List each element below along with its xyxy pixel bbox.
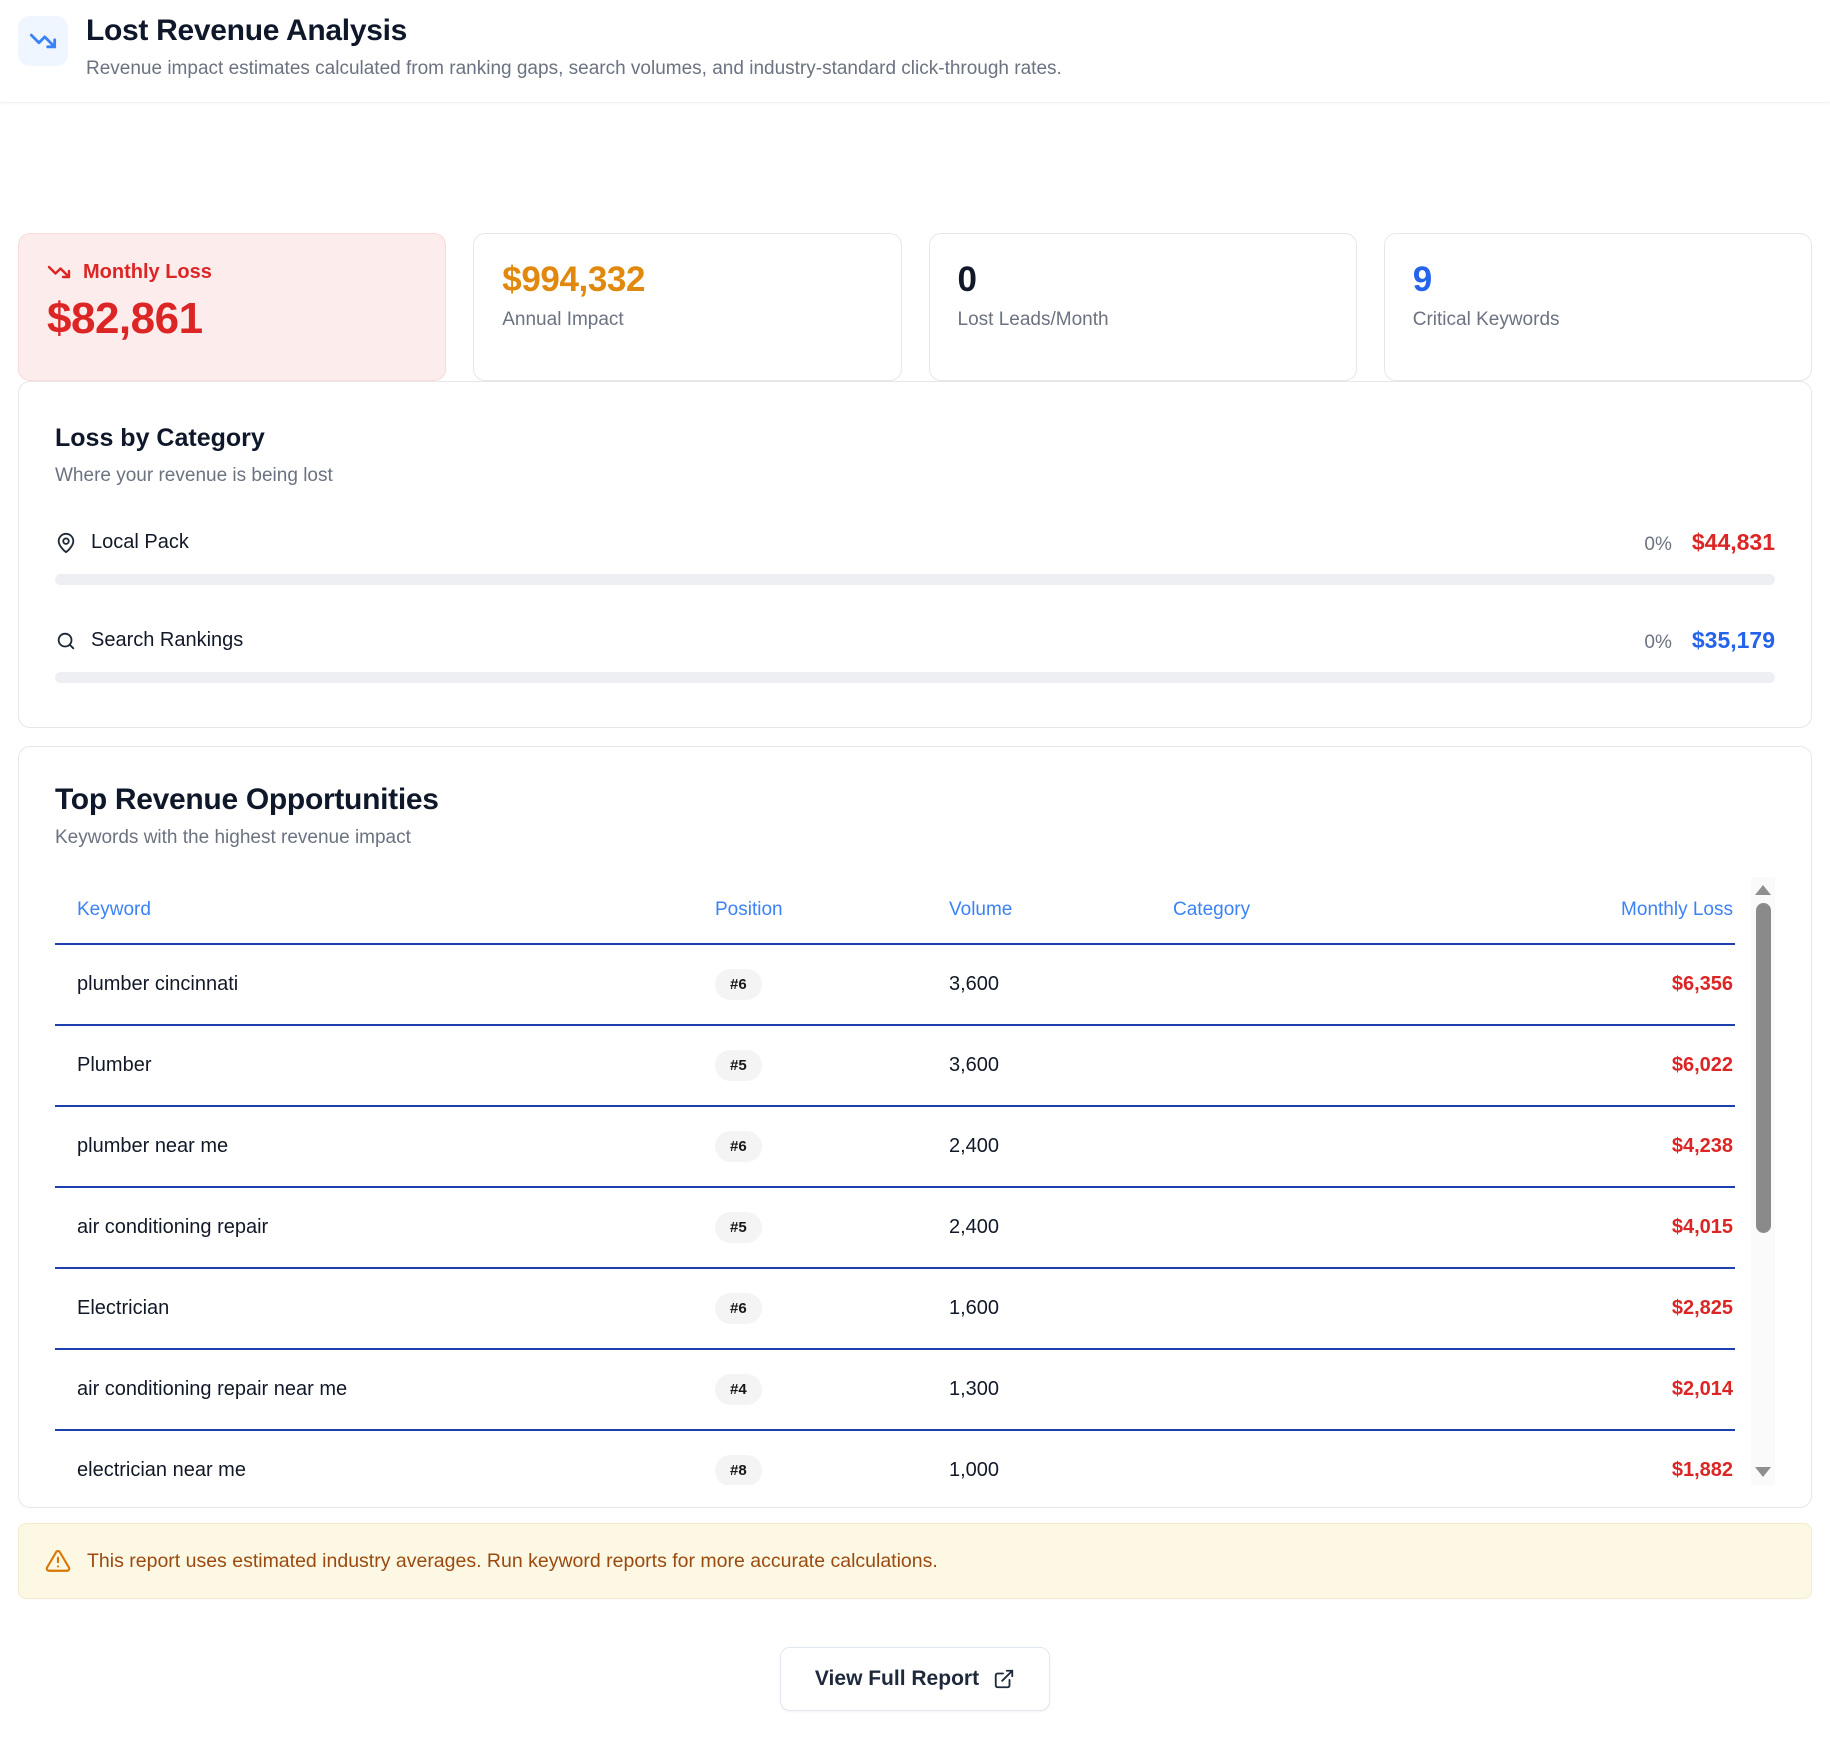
table-header-row: Keyword Position Volume Category Monthly… [55,877,1735,945]
position-badge: #5 [715,1212,762,1243]
position-badge: #4 [715,1374,762,1405]
monthly-loss-cell: $4,238 [1491,1135,1733,1158]
annual-impact-value: $994,332 [502,260,872,300]
stat-card-monthly-loss: Monthly Loss $82,861 [18,233,446,381]
volume-cell: 1,600 [949,1297,1173,1320]
category-label: Local Pack [91,531,189,554]
keyword-cell: electrician near me [77,1459,715,1482]
volume-cell: 3,600 [949,1054,1173,1077]
loss-by-category-subtitle: Where your revenue is being lost [55,465,1775,487]
search-rankings-progress-bar [55,672,1775,683]
volume-cell: 1,300 [949,1378,1173,1401]
opportunities-title: Top Revenue Opportunities [55,783,1775,817]
position-badge: #8 [715,1455,762,1485]
local-pack-progress-bar [55,574,1775,585]
opportunities-table: Keyword Position Volume Category Monthly… [55,877,1775,1485]
annual-impact-label: Annual Impact [502,309,872,331]
keyword-cell: Plumber [77,1054,715,1077]
column-header-category[interactable]: Category [1173,899,1491,921]
page-subtitle: Revenue impact estimates calculated from… [86,58,1062,80]
map-pin-icon [55,532,77,554]
monthly-loss-cell: $2,014 [1491,1378,1733,1401]
notice-text: This report uses estimated industry aver… [87,1550,938,1573]
lost-revenue-analysis-page: Lost Revenue Analysis Revenue impact est… [0,0,1830,1750]
monthly-loss-cell: $2,825 [1491,1297,1733,1320]
volume-cell: 1,000 [949,1459,1173,1482]
volume-cell: 3,600 [949,973,1173,996]
scrollbar-up-arrow-icon[interactable] [1755,885,1771,895]
monthly-loss-cell: $1,882 [1491,1459,1733,1482]
search-icon [55,630,77,652]
monthly-loss-label: Monthly Loss [83,261,212,284]
scrollbar-thumb[interactable] [1756,903,1771,1233]
top-revenue-opportunities-card: Top Revenue Opportunities Keywords with … [18,746,1812,1508]
monthly-loss-value: $82,861 [47,294,417,344]
trending-down-icon [47,260,71,284]
table-row[interactable]: air conditioning repair #5 2,400 $4,015 [55,1188,1735,1269]
position-badge: #6 [715,969,762,1000]
table-row[interactable]: plumber cincinnati #6 3,600 $6,356 [55,945,1735,1026]
estimate-notice-banner: This report uses estimated industry aver… [18,1523,1812,1599]
monthly-loss-label-row: Monthly Loss [47,260,417,284]
opportunities-subtitle: Keywords with the highest revenue impact [55,827,1775,849]
table-row[interactable]: Plumber #5 3,600 $6,022 [55,1026,1735,1107]
view-full-report-label: View Full Report [815,1667,979,1691]
position-badge: #6 [715,1131,762,1162]
loss-by-category-title: Loss by Category [55,424,1775,453]
keyword-cell: Electrician [77,1297,715,1320]
monthly-loss-cell: $6,356 [1491,973,1733,996]
position-badge: #6 [715,1293,762,1324]
stat-card-annual-impact: $994,332 Annual Impact [473,233,901,381]
external-link-icon [993,1668,1015,1690]
category-row-search-rankings: Search Rankings 0% $35,179 [55,627,1775,683]
column-header-position[interactable]: Position [715,899,949,921]
category-amount: $35,179 [1692,627,1775,654]
table-row[interactable]: Electrician #6 1,600 $2,825 [55,1269,1735,1350]
category-label: Search Rankings [91,629,243,652]
scrollbar-down-arrow-icon[interactable] [1755,1467,1771,1477]
table-row[interactable]: air conditioning repair near me #4 1,300… [55,1350,1735,1431]
column-header-volume[interactable]: Volume [949,899,1173,921]
content-area: Monthly Loss $82,861 $994,332 Annual Imp… [0,233,1830,1711]
view-full-report-button[interactable]: View Full Report [780,1647,1050,1711]
category-amount: $44,831 [1692,529,1775,556]
keyword-cell: plumber near me [77,1135,715,1158]
monthly-loss-cell: $6,022 [1491,1054,1733,1077]
stat-card-critical-keywords: 9 Critical Keywords [1384,233,1812,381]
keyword-cell: plumber cincinnati [77,973,715,996]
category-percent: 0% [1644,534,1671,556]
footer: View Full Report [18,1647,1812,1711]
category-row-local-pack: Local Pack 0% $44,831 [55,529,1775,585]
page-title: Lost Revenue Analysis [86,14,1062,48]
keyword-cell: air conditioning repair near me [77,1378,715,1401]
lost-leads-label: Lost Leads/Month [958,309,1328,331]
lost-leads-value: 0 [958,260,1328,300]
keyword-cell: air conditioning repair [77,1216,715,1239]
critical-keywords-value: 9 [1413,260,1783,300]
stat-card-lost-leads: 0 Lost Leads/Month [929,233,1357,381]
alert-triangle-icon [45,1548,71,1574]
category-percent: 0% [1644,632,1671,654]
volume-cell: 2,400 [949,1216,1173,1239]
position-badge: #5 [715,1050,762,1081]
table-scrollbar[interactable] [1751,877,1775,1485]
header-text: Lost Revenue Analysis Revenue impact est… [86,14,1062,80]
table-row[interactable]: plumber near me #6 2,400 $4,238 [55,1107,1735,1188]
critical-keywords-label: Critical Keywords [1413,309,1783,331]
page-header: Lost Revenue Analysis Revenue impact est… [0,0,1830,103]
stat-cards-row: Monthly Loss $82,861 $994,332 Annual Imp… [18,233,1812,381]
loss-by-category-card: Loss by Category Where your revenue is b… [18,381,1812,728]
trending-down-icon [18,16,68,66]
column-header-keyword[interactable]: Keyword [77,899,715,921]
column-header-monthly-loss[interactable]: Monthly Loss [1491,899,1733,921]
table-row[interactable]: electrician near me #8 1,000 $1,882 [55,1431,1735,1485]
monthly-loss-cell: $4,015 [1491,1216,1733,1239]
volume-cell: 2,400 [949,1135,1173,1158]
